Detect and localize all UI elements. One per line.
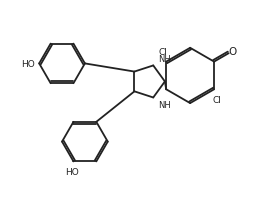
Text: Cl: Cl xyxy=(159,48,168,57)
Text: Cl: Cl xyxy=(213,95,222,104)
Text: O: O xyxy=(228,47,236,57)
Text: NH: NH xyxy=(158,55,171,64)
Text: HO: HO xyxy=(21,60,35,69)
Text: NH: NH xyxy=(158,100,171,109)
Text: HO: HO xyxy=(65,168,79,177)
